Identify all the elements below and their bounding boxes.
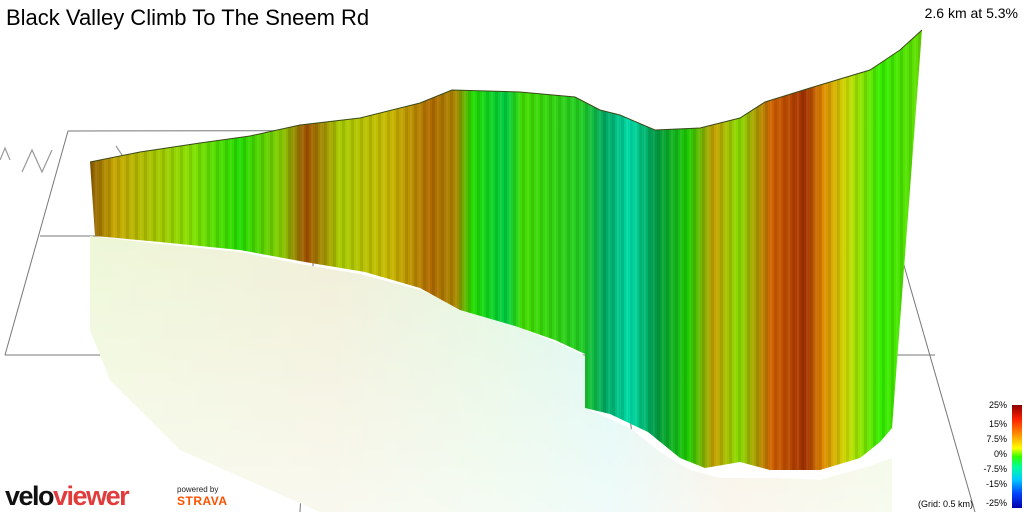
logo-viewer: viewer	[53, 481, 130, 511]
legend-label-25: 25%	[988, 400, 1007, 410]
legend-label-0: 0%	[993, 449, 1007, 459]
powered-by-strava[interactable]: powered by STRAVA	[177, 485, 228, 508]
route-stats: 2.6 km at 5.3%	[924, 5, 1018, 21]
gradient-legend-bar	[1012, 405, 1022, 508]
strava-logo: STRAVA	[177, 494, 228, 508]
legend-label-neg-7-5: -7.5%	[983, 464, 1007, 474]
legend-label-neg-15: -15%	[985, 479, 1007, 489]
powered-by-text: powered by	[177, 485, 219, 494]
logo-velo: velo	[5, 481, 55, 511]
route-title: Black Valley Climb To The Sneem Rd	[6, 5, 370, 30]
legend-label-15: 15%	[988, 419, 1007, 429]
grid-scale-label: (Grid: 0.5 km)	[918, 499, 974, 509]
elevation-reflection	[90, 236, 892, 512]
elevation-profile-wall[interactable]	[89, 29, 923, 470]
legend-label-neg-25: -25%	[985, 498, 1007, 508]
veloviewer-logo[interactable]: veloviewer	[5, 481, 130, 511]
legend-label-7-5: 7.5%	[986, 434, 1007, 444]
